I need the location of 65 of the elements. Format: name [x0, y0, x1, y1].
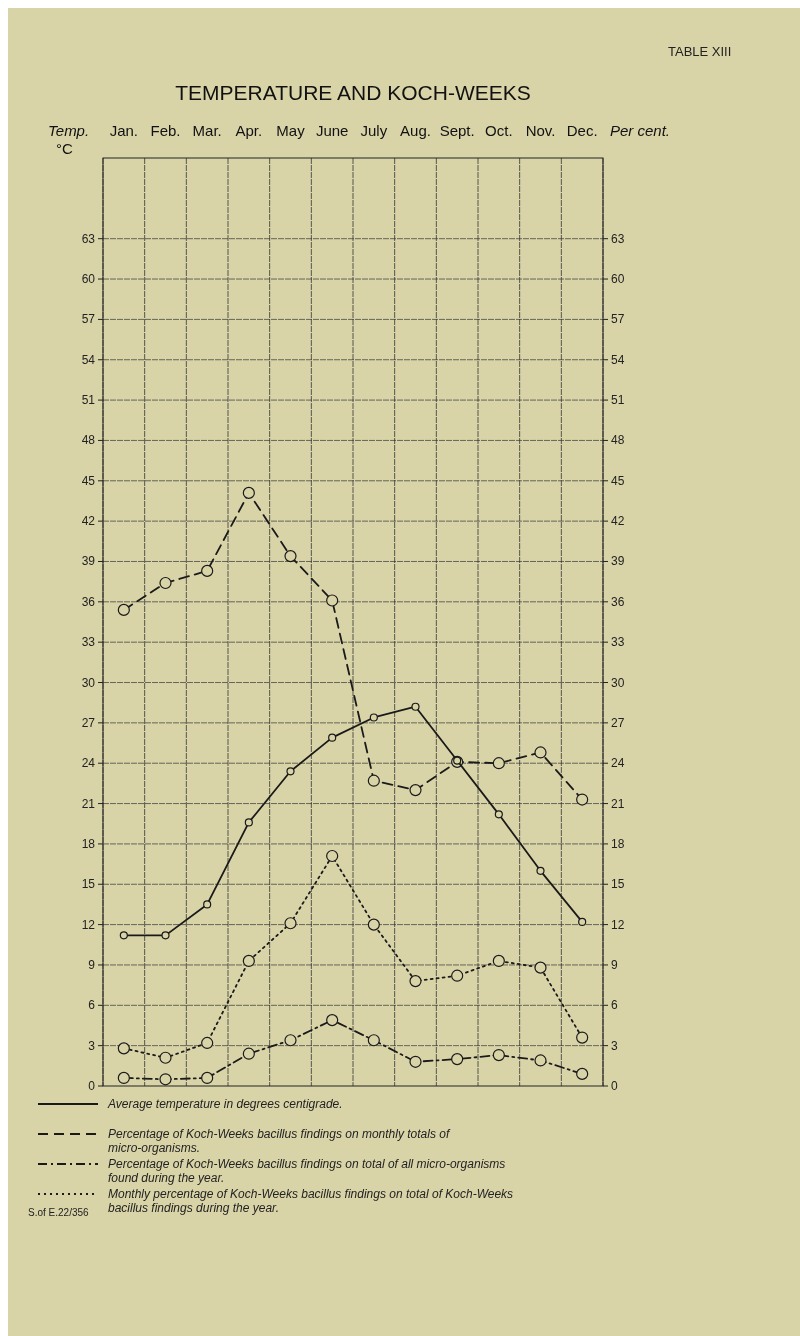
y-tick-label: 3: [88, 1038, 96, 1053]
y-tick-label: 12: [81, 917, 96, 932]
y2-tick-label: 63: [611, 231, 625, 246]
x-tick-label: Jan.: [109, 122, 139, 139]
x-tick-label: May: [276, 122, 306, 139]
legend-label: Monthly percentage of Koch-Weeks bacillus findings on total of Koch-Weeks bacillus findings during the year.: [108, 1187, 514, 1215]
x-tick-label: Dec.: [566, 122, 598, 139]
y2-tick-label: 48: [611, 433, 625, 448]
y-tick-label: 54: [81, 352, 96, 367]
x-tick-label: Mar.: [192, 122, 222, 139]
y-tick-label: 21: [81, 796, 96, 811]
y-tick-label: 60: [81, 272, 96, 287]
y-tick-label: 15: [81, 877, 96, 892]
y2-tick-label: 0: [611, 1079, 618, 1093]
x-tick-label: Feb.: [150, 122, 181, 139]
y2-tick-label: 42: [611, 514, 625, 529]
y-axis-title: Temp. °C: [48, 122, 90, 157]
y-tick-label: 0: [88, 1079, 96, 1093]
y2-tick-label: 27: [611, 715, 625, 730]
y2-tick-label: 24: [611, 756, 625, 771]
y-tick-label: 24: [81, 756, 96, 771]
x-tick-label: July: [360, 122, 388, 139]
legend-label: Average temperature in degrees centigrade.: [107, 1097, 343, 1111]
y2-tick-label: 30: [611, 675, 625, 690]
legend-label: Percentage of Koch-Weeks bacillus findings on total of all micro-organisms found during the year.: [108, 1157, 506, 1185]
y2-tick-label: 3: [611, 1038, 618, 1053]
y-tick-label: 33: [81, 635, 96, 650]
y2-tick-label: 9: [611, 957, 618, 972]
y-tick-label: 9: [88, 957, 96, 972]
legend-label: Percentage of Koch-Weeks bacillus findings on monthly totals of micro-organisms.: [108, 1127, 451, 1155]
y2-tick-label: 45: [611, 473, 625, 488]
y-tick-label: 42: [81, 514, 96, 529]
y-tick-label: 27: [81, 715, 96, 730]
y-tick-label: 30: [81, 675, 96, 690]
y2-tick-label: 57: [611, 312, 625, 327]
y-tick-label: 63: [81, 231, 96, 246]
y-tick-label: 48: [81, 433, 96, 448]
y2-tick-label: 39: [611, 554, 625, 569]
x-tick-label: Sept.: [439, 122, 475, 139]
chart-title: TEMPERATURE AND KOCH-WEEKS: [175, 81, 531, 104]
x-tick-label: June: [315, 122, 349, 139]
y2-tick-label: 12: [611, 917, 625, 932]
text: S.of E.22/356: [28, 1207, 90, 1218]
y2-tick-label: 33: [611, 635, 625, 650]
x-tick-label: Aug.: [400, 122, 431, 139]
y-tick-label: 57: [81, 312, 96, 327]
y2-tick-label: 18: [611, 836, 625, 851]
y-tick-label: 36: [81, 594, 96, 609]
y-tick-label: 18: [81, 836, 96, 851]
y2-tick-label: 6: [611, 998, 618, 1013]
y2-tick-label: 15: [611, 877, 625, 892]
y2-tick-label: 21: [611, 796, 625, 811]
text: TABLE XIII: [668, 44, 732, 59]
y2-axis-title: Per cent.: [610, 122, 671, 139]
x-tick-label: Apr.: [235, 122, 263, 139]
y2-tick-label: 51: [611, 393, 625, 408]
y-tick-label: 45: [81, 473, 96, 488]
x-tick-label: Oct.: [485, 122, 513, 139]
x-tick-label: Nov.: [525, 122, 556, 139]
y2-tick-label: 60: [611, 272, 625, 287]
y-tick-label: 39: [81, 554, 96, 569]
y2-tick-label: 54: [611, 352, 625, 367]
y-tick-label: 51: [81, 393, 96, 408]
y-tick-label: 6: [88, 998, 96, 1013]
y2-tick-label: 36: [611, 594, 625, 609]
